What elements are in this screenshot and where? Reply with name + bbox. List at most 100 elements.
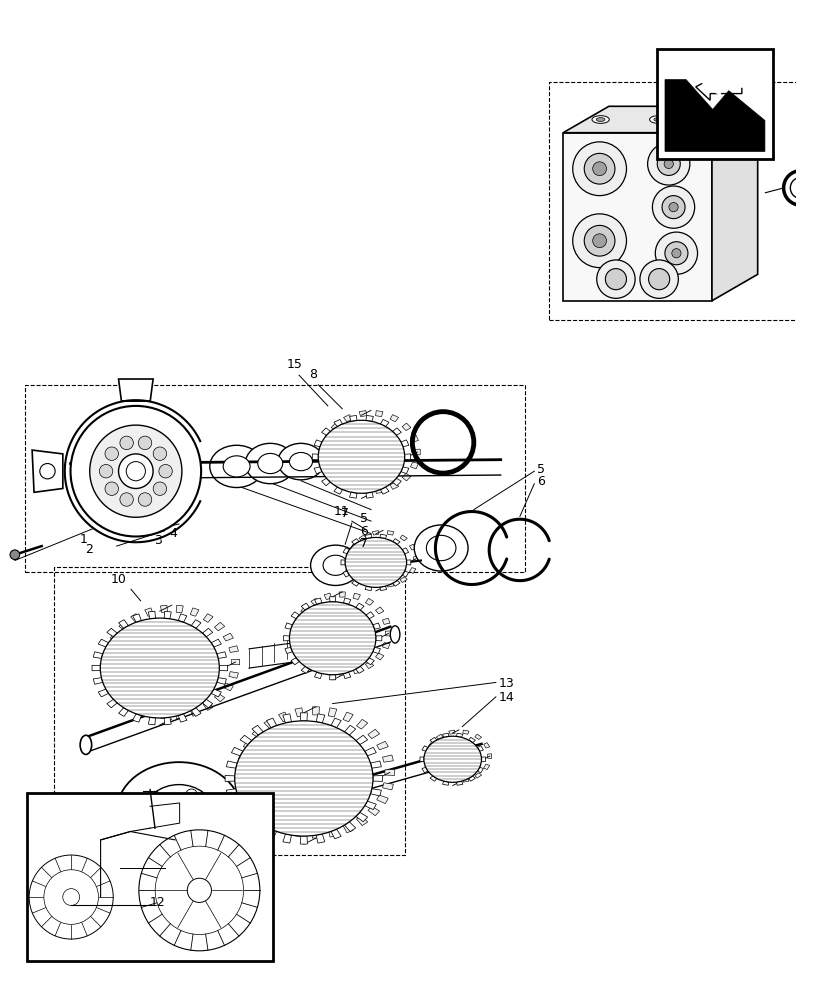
Polygon shape: [343, 482, 351, 489]
Polygon shape: [145, 608, 153, 616]
Polygon shape: [231, 747, 242, 756]
Polygon shape: [312, 707, 319, 715]
Polygon shape: [474, 773, 481, 778]
Polygon shape: [344, 822, 356, 832]
Polygon shape: [387, 583, 394, 587]
Polygon shape: [222, 633, 233, 641]
Polygon shape: [164, 611, 171, 619]
Polygon shape: [214, 693, 224, 702]
Text: 13: 13: [498, 677, 514, 690]
Ellipse shape: [414, 525, 467, 571]
Circle shape: [572, 214, 626, 268]
Polygon shape: [456, 733, 462, 737]
Polygon shape: [462, 778, 469, 782]
Ellipse shape: [423, 736, 481, 782]
Polygon shape: [329, 675, 336, 680]
Polygon shape: [348, 556, 352, 561]
Polygon shape: [365, 598, 373, 605]
Polygon shape: [291, 612, 299, 619]
Polygon shape: [251, 822, 263, 832]
Polygon shape: [382, 643, 390, 649]
Polygon shape: [107, 628, 117, 637]
Polygon shape: [414, 556, 418, 561]
Polygon shape: [436, 734, 442, 739]
Ellipse shape: [278, 443, 323, 480]
Polygon shape: [410, 462, 418, 469]
Polygon shape: [429, 737, 437, 743]
Polygon shape: [217, 678, 226, 684]
Polygon shape: [300, 653, 308, 660]
Polygon shape: [294, 708, 304, 717]
Polygon shape: [164, 717, 171, 725]
Circle shape: [647, 143, 689, 185]
Polygon shape: [343, 598, 351, 604]
Polygon shape: [176, 605, 183, 613]
Polygon shape: [414, 449, 420, 455]
Polygon shape: [392, 539, 399, 544]
Polygon shape: [264, 719, 275, 729]
Polygon shape: [251, 729, 264, 739]
Polygon shape: [93, 652, 103, 658]
Ellipse shape: [390, 626, 399, 643]
Ellipse shape: [80, 735, 92, 754]
Polygon shape: [266, 829, 276, 839]
Polygon shape: [375, 653, 384, 660]
Polygon shape: [283, 636, 289, 641]
Ellipse shape: [209, 445, 263, 488]
Polygon shape: [376, 795, 388, 804]
Polygon shape: [301, 603, 309, 610]
Polygon shape: [428, 764, 433, 770]
Circle shape: [118, 454, 153, 488]
Ellipse shape: [145, 785, 213, 840]
Text: 6: 6: [537, 475, 544, 488]
Polygon shape: [429, 776, 437, 781]
Polygon shape: [349, 492, 356, 498]
Polygon shape: [392, 478, 401, 486]
Polygon shape: [370, 761, 381, 768]
Polygon shape: [375, 487, 383, 493]
Polygon shape: [98, 639, 108, 647]
Ellipse shape: [595, 118, 605, 121]
Text: 15: 15: [286, 358, 302, 371]
Polygon shape: [321, 428, 330, 435]
Polygon shape: [217, 652, 226, 658]
Polygon shape: [365, 662, 373, 669]
Polygon shape: [211, 639, 221, 647]
Polygon shape: [422, 746, 428, 751]
Ellipse shape: [159, 796, 198, 828]
Polygon shape: [372, 776, 382, 781]
Circle shape: [663, 159, 672, 169]
Ellipse shape: [223, 456, 250, 477]
Circle shape: [138, 493, 151, 506]
Polygon shape: [300, 836, 307, 844]
Polygon shape: [375, 411, 383, 417]
Polygon shape: [406, 560, 410, 565]
Polygon shape: [284, 647, 292, 654]
Polygon shape: [477, 767, 483, 773]
Polygon shape: [372, 583, 379, 587]
Polygon shape: [105, 646, 115, 652]
Polygon shape: [343, 415, 351, 422]
Polygon shape: [327, 708, 337, 717]
Polygon shape: [327, 828, 337, 837]
Text: 5: 5: [360, 512, 368, 525]
Polygon shape: [322, 449, 327, 455]
Circle shape: [99, 464, 112, 478]
Polygon shape: [385, 631, 391, 636]
Polygon shape: [392, 428, 401, 435]
Circle shape: [654, 232, 696, 274]
Polygon shape: [352, 593, 360, 600]
Polygon shape: [356, 666, 364, 673]
Polygon shape: [372, 647, 380, 654]
Polygon shape: [352, 667, 360, 674]
Circle shape: [639, 260, 677, 298]
Polygon shape: [284, 623, 292, 629]
Polygon shape: [343, 672, 351, 679]
Polygon shape: [131, 702, 141, 710]
Polygon shape: [300, 607, 308, 614]
Polygon shape: [240, 735, 251, 745]
Polygon shape: [426, 754, 430, 758]
Polygon shape: [410, 435, 418, 442]
Ellipse shape: [710, 118, 719, 121]
Polygon shape: [226, 789, 237, 796]
